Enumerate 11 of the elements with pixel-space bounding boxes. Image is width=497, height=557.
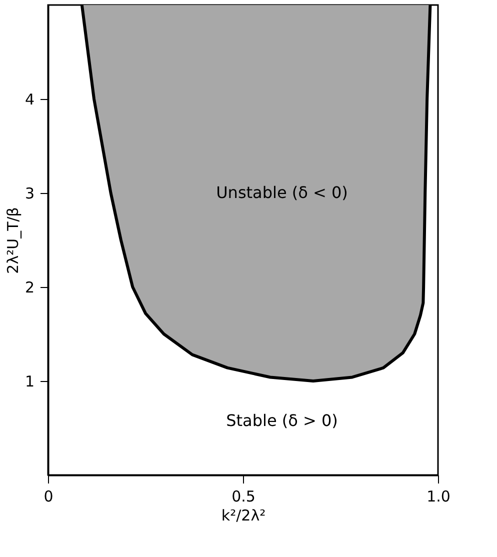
y-tick-label: 2 [24, 278, 34, 296]
x-tick-label: 0.5 [232, 488, 256, 506]
y-tick-label: 1 [24, 372, 34, 390]
x-tick-label: 1.0 [426, 488, 450, 506]
annotation: Stable (δ > 0) [226, 410, 338, 430]
x-axis-title: k²/2λ² [221, 506, 266, 524]
y-tick-label: 3 [24, 184, 34, 202]
y-tick-label: 4 [24, 90, 34, 108]
annotation: Unstable (δ < 0) [216, 183, 348, 202]
x-tick-label: 0 [44, 488, 54, 506]
y-axis-title: 2λ²U_T/β [4, 207, 22, 274]
